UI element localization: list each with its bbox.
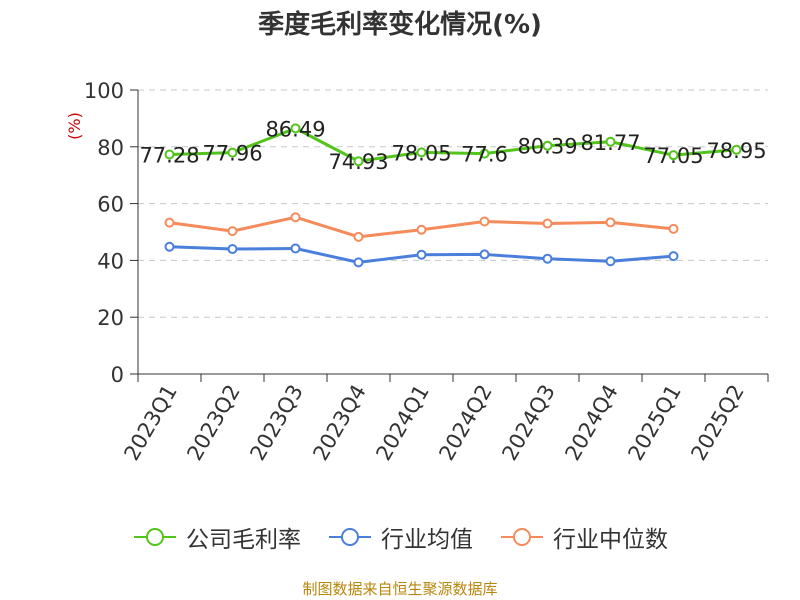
series-point-1 <box>416 249 427 260</box>
data-label: 78.95 <box>706 139 766 163</box>
series-line-0 <box>169 126 737 163</box>
series-point-1 <box>290 243 301 254</box>
data-label: 74.93 <box>328 150 388 174</box>
series-point-2 <box>416 224 427 235</box>
y-tick-label: 80 <box>97 136 124 160</box>
x-tick-label: 2025Q2 <box>686 381 748 465</box>
series-point-0 <box>164 149 175 160</box>
legend-marker-company <box>134 528 176 546</box>
series-point-1 <box>227 244 238 255</box>
source-note: 制图数据来自恒生聚源数据库 <box>302 580 498 598</box>
series-point-2 <box>164 217 175 228</box>
x-tick-label: 2023Q2 <box>182 381 244 465</box>
series-point-1 <box>668 251 679 262</box>
legend-marker-industry-median <box>501 528 543 546</box>
data-label: 77.28 <box>139 144 199 168</box>
series-point-0 <box>290 123 301 134</box>
legend-label-industry-median: 行业中位数 <box>553 527 668 553</box>
data-label: 78.05 <box>391 141 451 165</box>
x-tick-label: 2024Q4 <box>560 381 622 465</box>
y-tick-label: 60 <box>97 193 124 217</box>
x-tick-label: 2023Q4 <box>308 381 370 465</box>
series-point-0 <box>731 144 742 155</box>
chart-title: 季度毛利率变化情况(%) <box>258 10 542 40</box>
series-point-2 <box>290 212 301 223</box>
series-point-2 <box>227 226 238 237</box>
legend-item-industry-median[interactable]: 行业中位数 <box>499 520 668 554</box>
series-point-1 <box>479 249 490 260</box>
x-tick-label: 2024Q2 <box>434 381 496 465</box>
series-point-0 <box>605 136 616 147</box>
series-point-2 <box>353 231 364 242</box>
series-point-0 <box>227 147 238 158</box>
x-tick-label: 2025Q1 <box>623 381 685 465</box>
data-label: 77.96 <box>202 142 262 166</box>
data-label: 80.39 <box>517 135 577 159</box>
legend-item-industry-mean[interactable]: 行业均值 <box>327 520 473 554</box>
series-point-0 <box>542 140 553 151</box>
data-label: 77.05 <box>643 144 703 168</box>
x-tick-label: 2024Q3 <box>497 381 559 465</box>
legend-item-company[interactable]: 公司毛利率 <box>132 520 301 554</box>
series-point-0 <box>416 147 427 158</box>
data-label: 86.49 <box>265 117 325 141</box>
series-point-1 <box>542 253 553 264</box>
series-point-0 <box>668 150 679 161</box>
legend-label-industry-mean: 行业均值 <box>381 527 473 553</box>
series-point-1 <box>164 241 175 252</box>
series-point-0 <box>353 156 364 167</box>
legend-label-company: 公司毛利率 <box>186 527 301 553</box>
data-label: 81.77 <box>580 131 640 155</box>
series-point-2 <box>605 217 616 228</box>
y-tick-label: 40 <box>97 249 124 273</box>
series-point-0 <box>479 148 490 159</box>
legend: 公司毛利率 行业均值 行业中位数 <box>0 520 800 554</box>
data-label: 77.6 <box>461 143 508 167</box>
y-axis-label: (%) <box>65 112 84 140</box>
series-point-2 <box>668 223 679 234</box>
legend-marker-industry-mean <box>329 528 371 546</box>
y-tick-label: 0 <box>111 363 124 387</box>
x-tick-label: 2024Q1 <box>371 381 433 465</box>
y-tick-label: 100 <box>84 79 124 103</box>
y-tick-label: 20 <box>97 306 124 330</box>
series-point-2 <box>542 218 553 229</box>
series-point-2 <box>479 216 490 227</box>
x-tick-label: 2023Q3 <box>245 381 307 465</box>
series-point-1 <box>353 257 364 268</box>
x-tick-label: 2023Q1 <box>119 381 181 465</box>
series-point-1 <box>605 256 616 267</box>
